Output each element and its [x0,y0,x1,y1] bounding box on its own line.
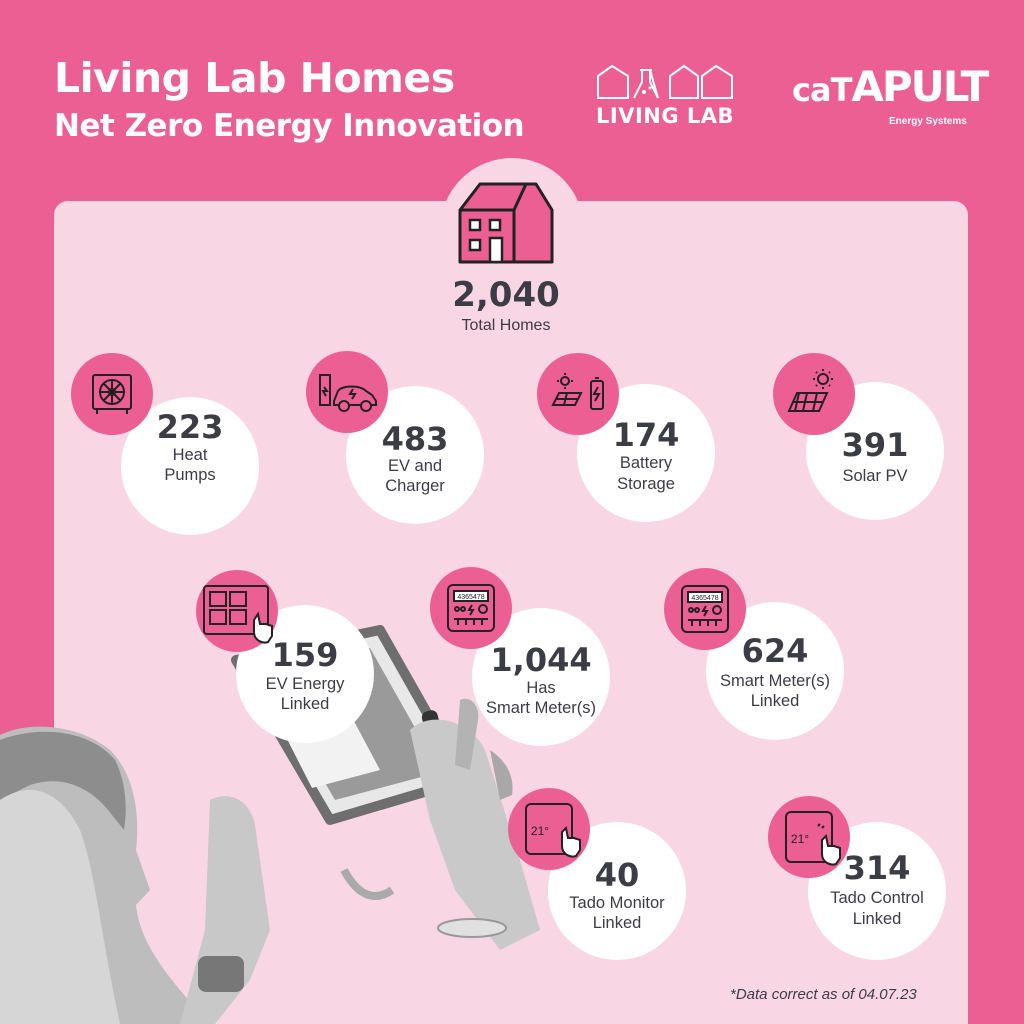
stat-value: 483 [381,420,449,458]
data-date-footnote: *Data correct as of 04.07.23 [730,986,917,1003]
heat-pump-icon [71,353,153,435]
stat-value: 314 [843,849,911,887]
stat-label: Solar PV [842,467,908,485]
ev-charger-icon [306,351,388,433]
smart-meter-reading: 4365478 [457,594,484,601]
stat-label: EV Energy [265,675,345,693]
stat-value: 624 [741,632,809,670]
stat-value: 391 [841,426,909,464]
stat-label: Pumps [164,466,216,484]
stat-label: Linked [750,692,800,710]
house-icon [458,182,554,264]
smart-meter-icon: 4365478 [664,568,746,650]
solar-panel-icon [773,353,855,435]
stat-value: 1,044 [490,641,592,679]
stat-label: Linked [592,914,642,932]
page-title: Living Lab Homes [54,54,455,102]
catapult-logo: caTAPULT [792,66,989,109]
catapult-logo-prefix: ca [792,71,832,109]
catapult-logo-t: T [830,71,853,109]
total-homes-label: Total Homes [461,317,551,334]
living-lab-logo-text: LIVING LAB [596,104,735,128]
stat-card-smart-meter-linked: 624 Smart Meter(s) Linked [706,602,844,740]
stat-label: Linked [852,910,902,928]
stat-value: 40 [594,856,640,894]
stat-label: Charger [385,477,445,495]
stat-value: 174 [612,416,680,454]
touch-panel-icon [196,570,278,652]
stat-label: Heat [172,446,208,464]
stat-label: Smart Meter(s) [485,699,596,717]
stat-label: EV and [387,457,443,475]
catapult-logo-suffix: APULT [851,62,989,111]
stat-value: 223 [156,408,224,446]
thermostat-reading: 21° [531,824,549,838]
battery-storage-icon [537,353,619,435]
stat-label: Battery [619,454,673,472]
total-homes-value: 2,040 [452,275,560,315]
stat-label: Tado Control [830,889,924,907]
stat-label: Has [526,679,556,697]
stat-label: Tado Monitor [569,894,665,912]
stat-card-heat-pumps: 223 Heat Pumps [121,397,259,535]
thermostat-icon: 21° [508,788,590,870]
stat-label: Smart Meter(s) [719,672,830,690]
living-lab-logo [597,64,733,99]
thermostat-reading: 21° [791,832,809,846]
smart-meter-icon: 4365478 [430,567,512,649]
stat-label: Linked [280,695,330,713]
thermostat-touch-icon: 21° [768,796,850,878]
stat-label: Storage [617,475,675,493]
stat-value: 159 [271,636,339,674]
catapult-logo-subtitle: Energy Systems [889,116,967,127]
page-subtitle: Net Zero Energy Innovation [54,108,525,144]
smart-meter-reading: 4365478 [691,595,718,602]
